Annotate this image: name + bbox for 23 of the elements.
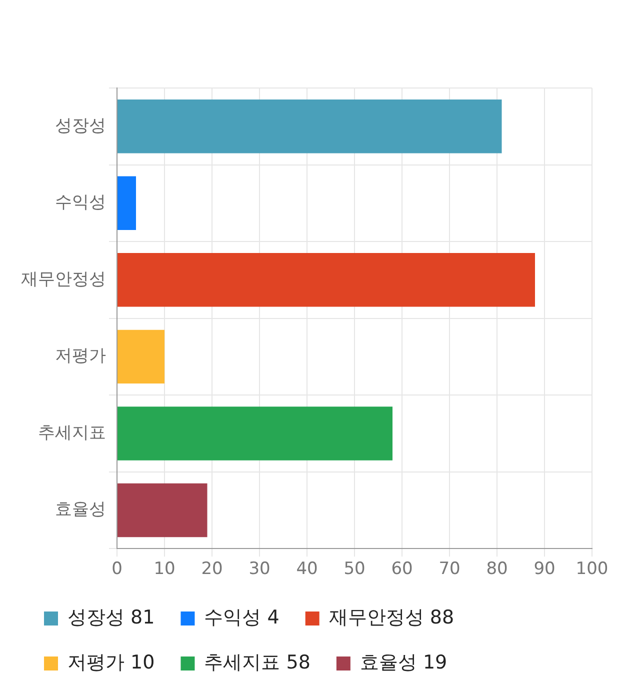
legend-label: 재무안정성 88 [328,606,454,628]
x-tick-label: 40 [296,559,318,580]
y-tick-label: 성장성 [55,116,106,136]
y-tick-label: 수익성 [55,192,106,213]
legend-label: 효율성 19 [360,651,448,674]
y-tick-label: 재무안정성 [21,269,106,290]
legend-label: 추세지표 58 [204,651,310,674]
x-tick-label: 100 [576,559,608,580]
x-tick-label: 90 [534,559,556,580]
x-tick-label: 60 [391,559,413,580]
y-tick-label: 저평가 [55,346,106,366]
legend-label: 수익성 4 [204,606,280,628]
x-tick-label: 50 [344,559,366,580]
x-tick-label: 20 [201,559,223,580]
x-tick-label: 70 [438,559,460,580]
y-tick-label: 추세지표 [38,422,106,443]
legend-label: 저평가 10 [68,651,155,674]
x-tick-label: 0 [112,559,122,580]
y-tick-label: 효율성 [55,500,106,520]
x-tick-label: 80 [486,559,508,580]
x-tick-label: 30 [248,559,270,580]
x-tick-label: 10 [154,559,176,580]
legend-label: 성장성 81 [68,606,155,628]
